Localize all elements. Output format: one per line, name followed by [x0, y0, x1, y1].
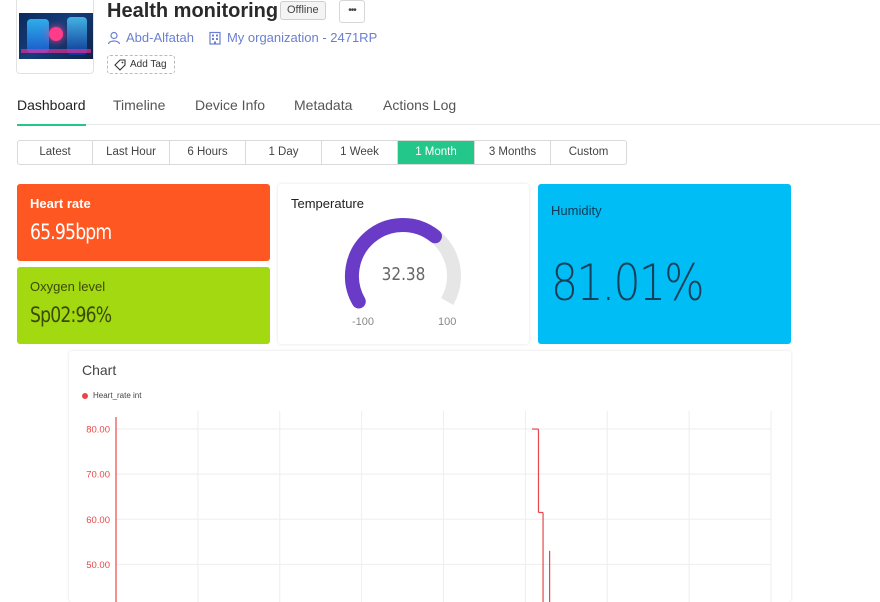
oxygen-level-label: Oxygen level [30, 279, 106, 294]
gauge-max-label: 100 [438, 316, 457, 328]
range-3-months[interactable]: 3 Months [475, 141, 551, 164]
temperature-gauge [345, 217, 461, 309]
y-tick-label: 70.00 [86, 470, 110, 481]
owner-link[interactable]: Abd-Alfatah [126, 30, 194, 45]
y-tick-label: 60.00 [86, 515, 110, 526]
humidity-label: Humidity [551, 203, 602, 218]
oxygen-level-value: Sp02:96% [30, 303, 112, 327]
tab-timeline[interactable]: Timeline [113, 97, 166, 113]
tab-actions-log[interactable]: Actions Log [383, 97, 457, 113]
chart-card: Chart Heart_rate int 80.00 70.00 60.00 50.0… [69, 351, 791, 602]
gauge-fill [345, 217, 442, 309]
organization-link[interactable]: My organization - 2471RP [226, 30, 378, 45]
legend-dot-icon [82, 392, 88, 399]
gauge-min-label: -100 [352, 316, 375, 328]
humidity-card: Humidity 81.01% [538, 184, 791, 344]
tab-device-info[interactable]: Device Info [195, 97, 266, 113]
range-last-hour[interactable]: Last Hour [93, 141, 170, 164]
time-range-selector: Latest Last Hour 6 Hours 1 Day 1 Week 1 … [17, 140, 627, 165]
more-options-button[interactable]: ••• [339, 0, 365, 23]
heart-rate-card: Heart rate 65.95bpm [17, 184, 270, 261]
y-tick-label: 50.00 [86, 560, 110, 571]
temperature-value: 32.38 [381, 264, 426, 285]
device-image [19, 13, 93, 59]
y-tick-label: 80.00 [86, 425, 110, 436]
range-6-hours[interactable]: 6 Hours [170, 141, 246, 164]
range-1-month[interactable]: 1 Month [398, 141, 475, 164]
range-custom[interactable]: Custom [568, 146, 609, 158]
tab-dashboard[interactable]: Dashboard [17, 97, 86, 126]
add-tag-label: Add Tag [130, 59, 167, 70]
chart-legend[interactable]: Heart_rate int [82, 391, 141, 400]
tab-metadata[interactable]: Metadata [294, 97, 353, 113]
temperature-label: Temperature [291, 196, 364, 211]
range-1-day[interactable]: 1 Day [246, 141, 322, 164]
tag-icon [114, 58, 126, 71]
heart-rate-value: 65.95bpm [30, 220, 112, 244]
status-badge: Offline [280, 1, 326, 20]
device-meta: Abd-Alfatah My organization - 2471RP [107, 30, 377, 45]
building-icon [209, 31, 221, 45]
chart-title: Chart [82, 362, 117, 378]
user-icon [107, 31, 121, 44]
range-1-week[interactable]: 1 Week [322, 141, 398, 164]
heart-rate-label: Heart rate [30, 196, 91, 211]
legend-label: Heart_rate int [93, 391, 142, 400]
humidity-value: 81.01% [551, 254, 705, 312]
add-tag-button[interactable]: Add Tag [107, 55, 175, 74]
range-latest[interactable]: Latest [18, 141, 93, 164]
device-thumbnail [16, 0, 94, 74]
oxygen-level-card: Oxygen level Sp02:96% [17, 267, 270, 344]
temperature-card: Temperature 32.38 -100 100 [278, 184, 529, 344]
page-title: Health monitoring [107, 0, 279, 22]
tab-bar: Dashboard Timeline Device Info Metadata … [17, 97, 880, 126]
